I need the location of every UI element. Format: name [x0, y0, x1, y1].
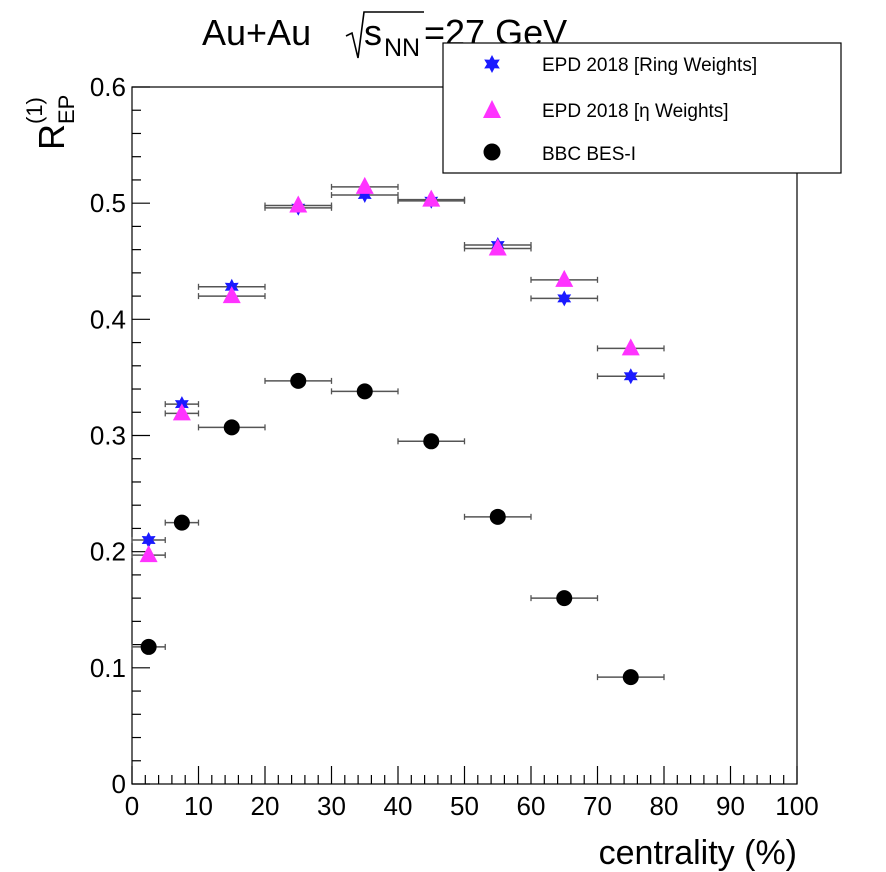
title-energy-subscript: NN: [384, 34, 420, 62]
x-tick-label: 80: [650, 791, 679, 821]
data-point-circle: [173, 514, 190, 531]
x-tick-label: 50: [450, 791, 479, 821]
legend: EPD 2018 [Ring Weights] EPD 2018 [η Weig…: [442, 42, 842, 174]
y-tick-label: 0.4: [90, 304, 126, 334]
y-tick-label: 0.1: [90, 653, 126, 683]
y-axis-label-superscript: (1): [22, 97, 47, 124]
data-point-circle: [140, 638, 157, 655]
legend-label-bbc: BBC BES-I: [542, 144, 636, 165]
data-point-triangle: [139, 545, 158, 563]
data-point-circle: [290, 372, 307, 389]
data-point-circle: [423, 433, 440, 450]
data-point-triangle: [555, 269, 574, 287]
series-star: [131, 187, 665, 548]
data-point-triangle: [172, 403, 191, 421]
data-point-circle: [622, 669, 639, 686]
y-axis-label-subscript: EP: [54, 95, 79, 124]
x-tick-label: 10: [184, 791, 213, 821]
data-point-circle: [556, 590, 573, 607]
y-axis-ticks: [132, 86, 150, 785]
y-tick-label: 0.3: [90, 421, 126, 451]
data-point-circle: [489, 508, 506, 525]
x-tick-label: 20: [251, 791, 280, 821]
x-tick-label: 70: [583, 791, 612, 821]
x-tick-label: 0: [125, 791, 139, 821]
series-triangle: [131, 176, 665, 563]
data-point-triangle: [621, 338, 640, 356]
series-circle: [131, 372, 665, 686]
sqrt-symbol-icon: [345, 11, 424, 59]
legend-box: [442, 42, 842, 174]
data-point-star: [141, 532, 156, 548]
y-tick-label: 0: [112, 769, 126, 799]
legend-circle-icon: [483, 143, 501, 161]
x-tick-label: 40: [384, 791, 413, 821]
x-tick-label: 100: [775, 791, 818, 821]
data-point-triangle: [422, 189, 441, 207]
legend-triangle-icon: [483, 100, 501, 118]
data-point-triangle: [222, 286, 241, 304]
x-tick-label: 90: [716, 791, 745, 821]
x-axis-ticks: [131, 766, 798, 784]
x-axis-tick-labels: 0 10 20 30 40 50 60 70 80 90 100: [125, 791, 819, 821]
x-axis-label: centrality (%): [599, 834, 797, 872]
y-axis-label: R (1) EP: [22, 95, 79, 150]
plot-frame: [131, 86, 798, 785]
y-axis-tick-labels: 0 0.1 0.2 0.3 0.4 0.5 0.6: [90, 72, 126, 799]
data-point-circle: [356, 383, 373, 400]
data-point-triangle: [488, 238, 507, 256]
data-point-circle: [223, 419, 240, 436]
data-point-star: [357, 187, 372, 203]
data-point-star: [623, 368, 638, 385]
data-point-star: [557, 290, 572, 307]
y-axis-label-main: R: [31, 124, 72, 150]
x-tick-label: 60: [517, 791, 546, 821]
title-energy-prefix: s: [364, 12, 382, 53]
legend-label-ring-weights: EPD 2018 [Ring Weights]: [542, 55, 757, 76]
y-tick-label: 0.6: [90, 72, 126, 102]
y-tick-label: 0.2: [90, 537, 126, 567]
data-series: [131, 176, 665, 686]
data-point-triangle: [355, 176, 374, 194]
chart-title: Au+Au s NN =27 GeV: [202, 11, 567, 62]
x-tick-label: 30: [317, 791, 346, 821]
y-tick-label: 0.5: [90, 188, 126, 218]
title-text: Au+Au: [202, 12, 311, 53]
legend-star-icon: [484, 55, 500, 73]
data-point-triangle: [289, 195, 308, 213]
legend-label-eta-weights: EPD 2018 [η Weights]: [542, 101, 729, 122]
